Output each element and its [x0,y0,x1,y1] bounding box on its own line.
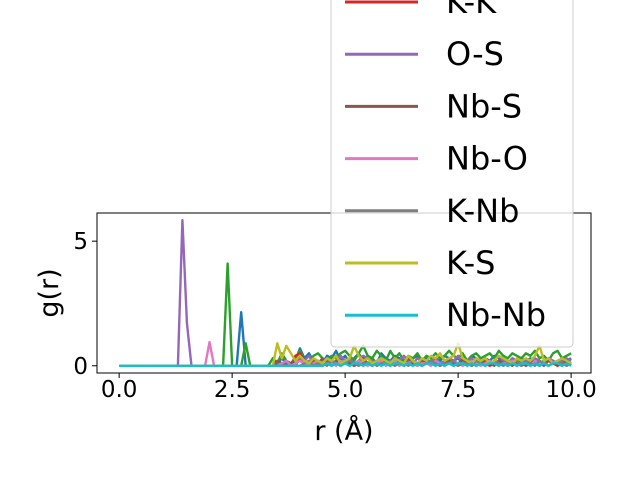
legend-box [330,0,574,348]
x-tick-label: 10.0 [546,377,597,403]
series-line [119,362,572,367]
y-tick-label: 0 [73,354,88,380]
legend-label: Nb-S [446,87,522,125]
legend-label: K-K [446,0,497,21]
y-axis-label: g(r) [34,268,65,317]
plot-area [119,219,572,367]
x-axis-label: r (Å) [314,415,373,447]
legend: K-K O-S Nb-S Nb-O K-Nb K-S Nb-Nb [330,0,574,348]
legend-label: K-Nb [446,192,519,230]
legend-label: Nb-O [446,140,528,178]
x-tick-label: 2.5 [214,377,251,403]
legend-label: O-S [446,35,504,73]
x-tick-label: 0.0 [101,377,138,403]
x-tick-label: 5.0 [327,377,364,403]
legend-label: Nb-Nb [446,296,546,334]
x-tick-label: 7.5 [440,377,477,403]
legend-label: K-S [446,244,495,282]
y-tick-label: 5 [73,229,88,255]
